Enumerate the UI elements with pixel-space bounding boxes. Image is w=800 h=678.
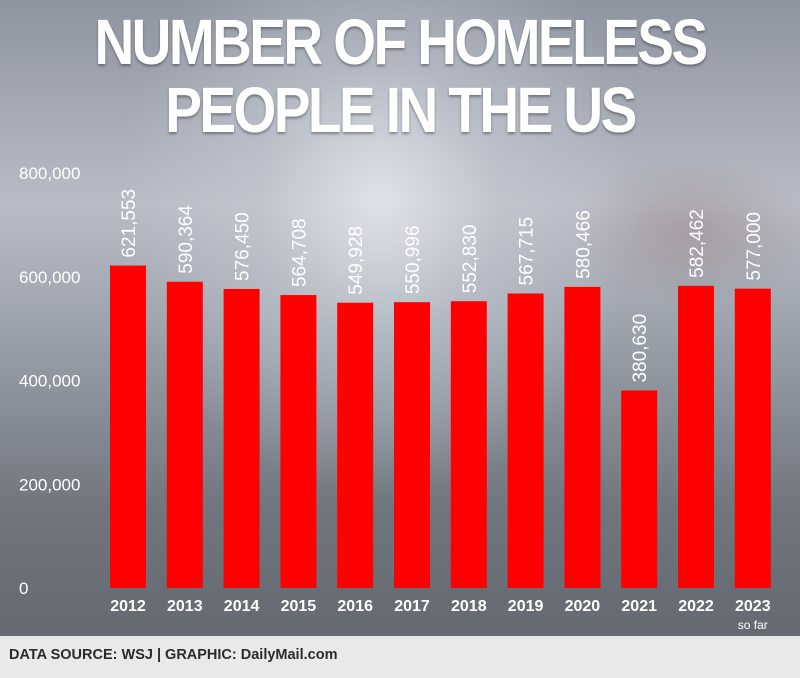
bar — [678, 285, 714, 588]
bar-value-label: 552,830 — [460, 225, 481, 294]
title-line-2: PEOPLE IN THE US — [165, 74, 637, 146]
x-tick-label: 2015 — [281, 598, 317, 615]
footer-bar: DATA SOURCE: WSJ | GRAPHIC: DailyMail.co… — [0, 636, 800, 678]
bar-value-label: 564,708 — [289, 218, 310, 287]
x-tick-note: so far — [738, 618, 768, 632]
y-tick-label: 800,000 — [19, 164, 80, 183]
bar — [621, 390, 658, 588]
x-tick-label: 2017 — [394, 598, 430, 615]
y-tick-label: 400,000 — [19, 372, 80, 391]
bar-value-label: 550,996 — [403, 225, 424, 294]
x-tick-label: 2014 — [224, 598, 260, 615]
x-tick-label: 2012 — [110, 598, 146, 615]
y-tick-label: 0 — [19, 579, 28, 598]
bar-value-label: 590,364 — [176, 205, 197, 274]
x-tick-label: 2013 — [167, 598, 203, 615]
y-tick-label: 600,000 — [19, 268, 80, 287]
bar-value-label: 567,715 — [517, 217, 538, 286]
x-tick-label: 2020 — [565, 598, 601, 615]
x-tick-label: 2018 — [451, 598, 487, 615]
chart-title: NUMBER OF HOMELESS PEOPLE IN THE US — [56, 0, 744, 144]
x-tick-label: 2023 — [735, 598, 771, 615]
x-tick-label: 2022 — [678, 598, 714, 615]
x-tick-label: 2016 — [337, 598, 373, 615]
bar — [223, 288, 260, 588]
bar — [450, 301, 487, 588]
bar — [564, 286, 601, 588]
bar-value-label: 621,553 — [119, 189, 140, 258]
bar-value-label: 580,466 — [573, 210, 594, 279]
y-tick-label: 200,000 — [19, 475, 80, 494]
bar-value-label: 576,450 — [233, 212, 254, 281]
title-line-1: NUMBER OF HOMELESS — [94, 6, 708, 78]
source-credit: DATA SOURCE: WSJ | GRAPHIC: DailyMail.co… — [9, 647, 338, 663]
x-tick-label: 2021 — [621, 598, 657, 615]
bar — [166, 281, 203, 588]
bar-value-label: 577,000 — [744, 212, 765, 281]
bar — [337, 302, 374, 588]
bar — [280, 295, 317, 588]
bar-value-label: 582,462 — [687, 209, 708, 278]
bar-value-label: 380,630 — [630, 314, 651, 383]
bar-chart: 0 200,000 400,000 600,000 800,000 621,553 2012… — [19, 164, 771, 632]
bar — [394, 302, 430, 588]
bar — [110, 265, 146, 588]
bar-value-label: 549,928 — [346, 226, 367, 295]
x-tick-label: 2019 — [508, 598, 544, 615]
bar — [734, 288, 771, 588]
bar — [507, 293, 544, 588]
